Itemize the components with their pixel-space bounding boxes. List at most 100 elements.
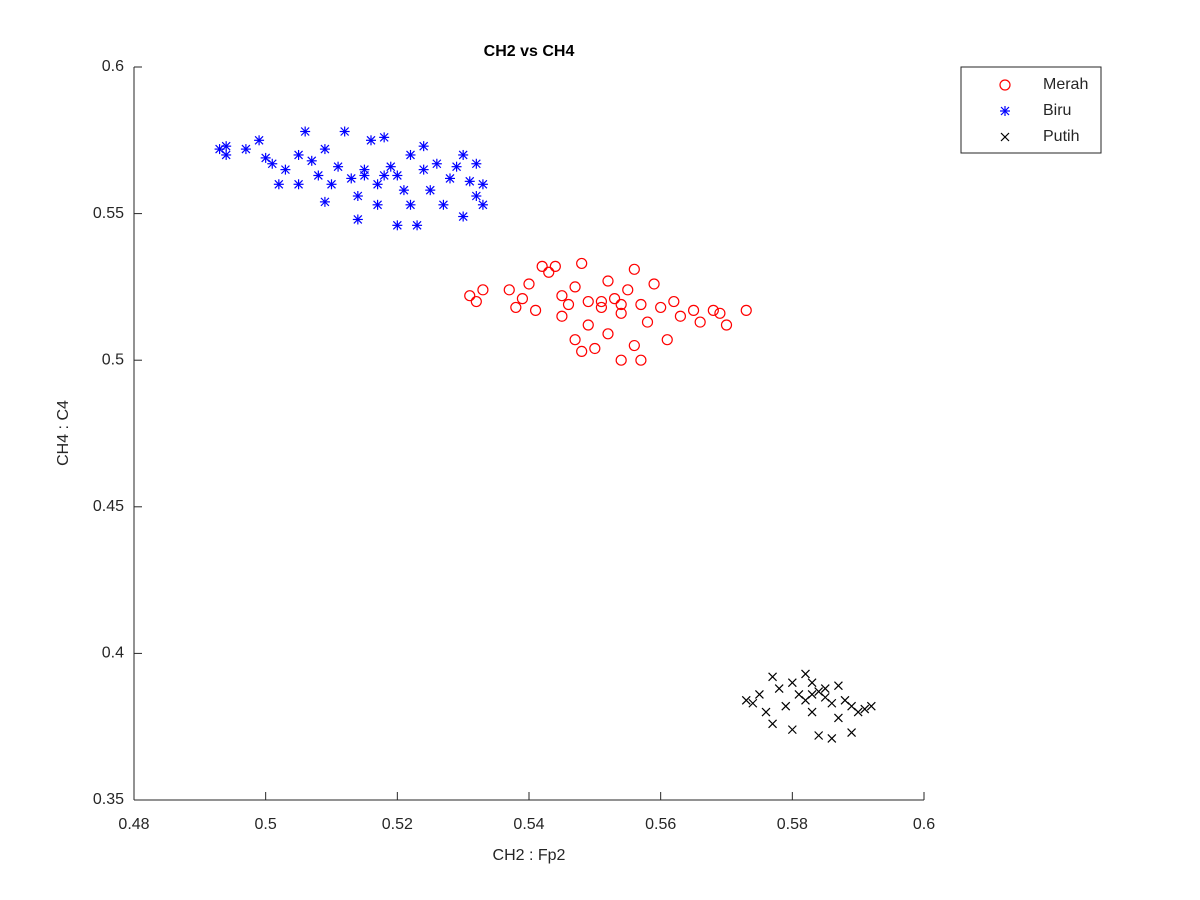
point-stroke: [787, 725, 797, 735]
point-stroke: [340, 127, 350, 136]
point-stroke: [254, 135, 264, 145]
point-stroke: [452, 162, 462, 172]
point: [536, 260, 548, 272]
point-stroke: [807, 678, 817, 688]
point: [458, 211, 469, 222]
point-stroke: [333, 162, 343, 172]
point: [576, 345, 588, 358]
legend-marker: [999, 79, 1011, 91]
point-ring: [628, 339, 640, 352]
point: [576, 257, 588, 270]
point: [582, 319, 594, 331]
y-tick-label: 0.35: [93, 791, 124, 808]
y-tick-label: 0.5: [102, 351, 124, 368]
point-stroke: [406, 150, 415, 160]
point: [774, 684, 784, 694]
point: [405, 149, 416, 160]
point-stroke: [445, 173, 455, 183]
point-stroke: [412, 220, 422, 230]
point: [477, 199, 488, 210]
point: [313, 170, 324, 181]
point: [543, 266, 555, 278]
point-ring: [516, 293, 529, 305]
point: [293, 149, 304, 160]
point-ring: [582, 319, 594, 331]
point-stroke: [787, 678, 797, 688]
point: [635, 298, 647, 311]
point: [431, 158, 442, 169]
point: [280, 164, 291, 175]
point: [372, 179, 383, 190]
point: [477, 179, 488, 190]
point: [221, 149, 232, 160]
point: [510, 301, 522, 314]
x-tick-label: 0.54: [513, 816, 544, 833]
point: [385, 161, 396, 172]
point: [293, 179, 304, 190]
x-axis-label: CH2 : Fp2: [493, 847, 566, 864]
point: [464, 290, 476, 302]
point: [741, 695, 751, 705]
point-stroke: [748, 698, 758, 708]
point-ring: [477, 284, 489, 296]
point: [425, 185, 436, 196]
point: [412, 220, 423, 231]
point-stroke: [320, 144, 330, 154]
point-stroke: [847, 728, 857, 737]
point-ring: [556, 290, 568, 302]
point: [319, 144, 330, 155]
point: [853, 707, 863, 717]
point-stroke: [794, 690, 804, 699]
point: [595, 295, 608, 308]
point: [398, 185, 409, 196]
point: [319, 196, 330, 207]
point-ring: [714, 307, 726, 319]
point: [768, 672, 778, 682]
point-ring: [595, 295, 608, 308]
point-stroke: [327, 179, 336, 189]
point: [807, 707, 817, 717]
x-tick-label: 0.6: [913, 816, 935, 833]
point-ring: [720, 319, 733, 331]
point: [866, 701, 876, 711]
point: [379, 132, 390, 143]
point: [814, 731, 824, 740]
point-stroke: [313, 171, 323, 180]
point-stroke: [373, 200, 383, 210]
point-stroke: [346, 173, 356, 183]
point: [471, 191, 482, 202]
point-ring: [576, 345, 588, 358]
point-ring: [674, 310, 687, 322]
point-stroke: [478, 200, 488, 210]
point-stroke: [774, 684, 784, 694]
point: [602, 275, 614, 287]
point: [221, 141, 232, 152]
point-ring: [536, 260, 548, 272]
point-ring: [615, 298, 627, 311]
point-ring: [694, 316, 706, 328]
point-stroke: [280, 165, 290, 175]
point: [516, 293, 529, 305]
point-stroke: [353, 215, 363, 224]
point-ring: [470, 295, 482, 308]
point-stroke: [300, 127, 310, 136]
point-stroke: [241, 144, 251, 154]
point-stroke: [478, 179, 488, 189]
point: [833, 713, 843, 723]
point: [740, 304, 752, 316]
point: [833, 681, 843, 691]
x-tick-label: 0.52: [382, 816, 413, 833]
point: [503, 284, 515, 296]
point-ring: [687, 304, 700, 316]
point-stroke: [866, 701, 876, 711]
point-ring: [549, 260, 561, 272]
point-stroke: [814, 687, 824, 696]
legend-label: Biru: [1043, 102, 1071, 119]
point: [569, 281, 581, 293]
point: [655, 301, 667, 314]
point: [240, 144, 251, 155]
point: [615, 298, 627, 311]
point: [694, 316, 706, 328]
point-stroke: [294, 150, 304, 160]
legend-marker-ring: [999, 79, 1011, 91]
